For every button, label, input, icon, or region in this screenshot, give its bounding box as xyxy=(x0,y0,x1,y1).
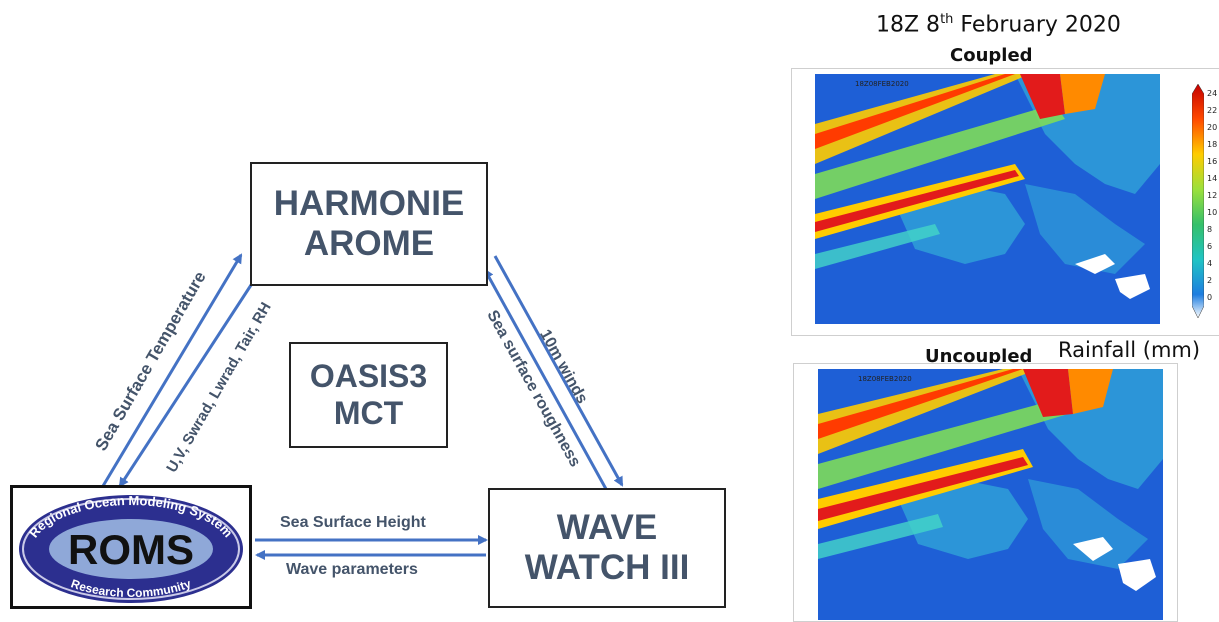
coupled-map-stamp: 18Z08FEB2020 xyxy=(855,80,909,88)
arome-label: AROME xyxy=(303,224,435,263)
harmonie-arome-box: HARMONIE AROME xyxy=(250,162,488,286)
uncoupled-map-stamp: 18Z08FEB2020 xyxy=(858,375,912,383)
panel-title: 18Z 8th February 2020 xyxy=(876,12,1121,37)
title-main: 18Z 8 xyxy=(876,12,941,38)
roms-logo-box: Regional Ocean Modeling System Research … xyxy=(10,485,252,609)
wavewatch-box: WAVE WATCH III xyxy=(488,488,726,608)
coupled-rainfall-map: 18Z08FEB2020 xyxy=(815,74,1160,324)
cb-tick-0: 0 xyxy=(1207,293,1213,302)
uncoupled-rainfall-map: 18Z08FEB2020 xyxy=(818,369,1163,620)
cb-tick-20: 20 xyxy=(1207,123,1218,132)
watch-label: WATCH III xyxy=(524,548,690,587)
rainfall-units-label: Rainfall (mm) xyxy=(1058,338,1201,362)
arrow-roughness xyxy=(483,268,608,490)
cb-tick-14: 14 xyxy=(1207,174,1218,183)
cb-tick-18: 18 xyxy=(1207,140,1218,149)
cb-tick-16: 16 xyxy=(1207,157,1218,166)
ssh-label: Sea Surface Height xyxy=(280,514,426,531)
cb-tick-24: 24 xyxy=(1207,89,1218,98)
arrow-winds xyxy=(493,255,624,487)
mct-label: MCT xyxy=(333,395,404,431)
oasis-mct-box: OASIS3 MCT xyxy=(289,342,448,448)
cb-tick-22: 22 xyxy=(1207,106,1218,115)
cb-tick-12: 12 xyxy=(1207,191,1218,200)
title-rest: February 2020 xyxy=(953,12,1121,38)
coupled-map-graphic: 18Z08FEB2020 xyxy=(815,74,1160,324)
arrow-atm-vars xyxy=(118,281,255,488)
roms-main-text: ROMS xyxy=(68,526,194,573)
uncoupled-map-graphic: 18Z08FEB2020 xyxy=(818,369,1163,620)
roms-logo: Regional Ocean Modeling System Research … xyxy=(19,493,243,603)
cb-tick-6: 6 xyxy=(1207,242,1213,251)
wave-label: WAVE xyxy=(556,507,658,547)
cb-tick-4: 4 xyxy=(1207,259,1213,268)
wave-params-label: Wave parameters xyxy=(286,561,418,578)
title-sup: th xyxy=(940,12,954,27)
cb-tick-2: 2 xyxy=(1207,276,1213,285)
cb-tick-8: 8 xyxy=(1207,225,1213,234)
rainfall-colorbar xyxy=(1192,84,1204,318)
coupled-label: Coupled xyxy=(950,45,1033,66)
uncoupled-label: Uncoupled xyxy=(925,346,1033,367)
arrow-sst xyxy=(101,253,243,487)
cb-tick-10: 10 xyxy=(1207,208,1218,217)
harmonie-label: HARMONIE xyxy=(273,183,465,223)
oasis-label: OASIS3 xyxy=(309,358,428,395)
